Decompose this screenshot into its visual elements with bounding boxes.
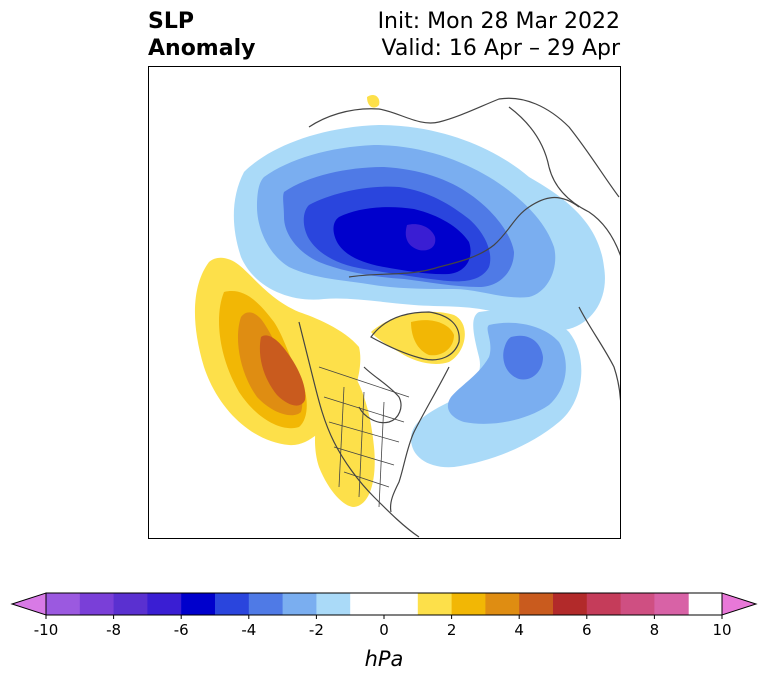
colorbar-unit-label: hPa: [365, 647, 404, 671]
colorbar-bin-17: [654, 593, 689, 615]
colorbar-bin-16: [620, 593, 655, 615]
border-us-states-6: [358, 391, 365, 498]
contour-gl-3: [367, 94, 380, 108]
colorbar-bin-8: [316, 593, 351, 615]
colorbar-tick-label: 8: [650, 621, 660, 639]
negative-anomaly-arctic: [233, 125, 605, 331]
map-svg: [194, 94, 620, 538]
coastline-africa-top: [578, 306, 620, 401]
colorbar-bin-1: [79, 593, 115, 615]
title-right: Init: Mon 28 Mar 2022 Valid: 16 Apr – 29…: [378, 8, 620, 62]
title-anomaly: Anomaly: [148, 36, 256, 61]
coastline-north-america-west: [298, 321, 420, 538]
contour-neg-6: [405, 224, 436, 251]
colorbar-under-triangle: [10, 592, 47, 616]
colorbar-tick-label: -4: [241, 621, 256, 639]
colorbar-tick-label: 4: [514, 621, 524, 639]
colorbar: -10 -8 -6 -4 -2 0 2 4 6 8 10 hPa: [10, 592, 758, 671]
colorbar-tick-label: 6: [582, 621, 592, 639]
colorbar-tick-label: -8: [106, 621, 121, 639]
contour-pos-4: [259, 335, 306, 406]
border-us-states-4: [343, 471, 390, 488]
colorbar-tick-label: 0: [379, 621, 389, 639]
contour-gl-2: [411, 320, 454, 356]
colorbar-bin-6: [248, 593, 284, 615]
us-state-borders: [318, 366, 410, 508]
coastlines: [298, 97, 620, 538]
colorbar-ticks: -10 -8 -6 -4 -2 0 2 4 6 8 10: [34, 615, 732, 639]
border-us-states-1: [323, 396, 405, 423]
colorbar-over-triangle: [721, 592, 758, 616]
colorbar-bin-7: [282, 593, 317, 615]
colorbar-bin-4: [181, 593, 216, 615]
colorbar-tick-label: -6: [174, 621, 189, 639]
colorbar-bin-11: [451, 593, 486, 615]
colorbar-tick-label: 2: [447, 621, 457, 639]
map-panel: [148, 66, 621, 539]
title-left: SLP Anomaly: [148, 8, 255, 62]
colorbar-bin-2: [113, 593, 148, 615]
border-us-states-3: [333, 446, 395, 466]
coastline-hudson: [358, 366, 402, 424]
contour-neg-5: [333, 207, 471, 275]
valid-range: Valid: 16 Apr – 29 Apr: [381, 36, 621, 61]
border-us-states-7: [378, 401, 385, 508]
coastline-siberia: [348, 197, 580, 278]
colorbar-tick-label: 10: [712, 621, 731, 639]
colorbar-bin-9: [350, 593, 419, 615]
positive-anomaly-pacific: [194, 257, 361, 446]
coastline-north-america-east: [389, 366, 450, 513]
colorbar-bin-10: [417, 593, 453, 615]
colorbar-bin-3: [147, 593, 182, 615]
contour-atl-3: [503, 335, 543, 380]
coastline-eurasia: [308, 97, 620, 198]
colorbar-bin-5: [215, 593, 250, 615]
border-us-canada: [318, 366, 410, 398]
colorbar-bin-13: [519, 593, 554, 615]
coastline-europe: [508, 106, 620, 257]
colorbar-bins: [46, 593, 689, 615]
colorbar-tick-label: -10: [34, 621, 59, 639]
border-us-states-5: [338, 386, 345, 488]
title-variable: SLP: [148, 9, 194, 34]
colorbar-tick-label: -2: [309, 621, 324, 639]
colorbar-bin-0: [46, 593, 81, 615]
init-date: Init: Mon 28 Mar 2022: [377, 9, 620, 34]
negative-anomaly-atlantic: [411, 310, 582, 468]
colorbar-bin-12: [485, 593, 520, 615]
border-us-states-2: [328, 421, 400, 443]
coastline-greenland: [370, 311, 460, 361]
positive-anomaly-greenland: [367, 94, 465, 364]
colorbar-bin-15: [586, 593, 622, 615]
colorbar-bin-14: [553, 593, 588, 615]
